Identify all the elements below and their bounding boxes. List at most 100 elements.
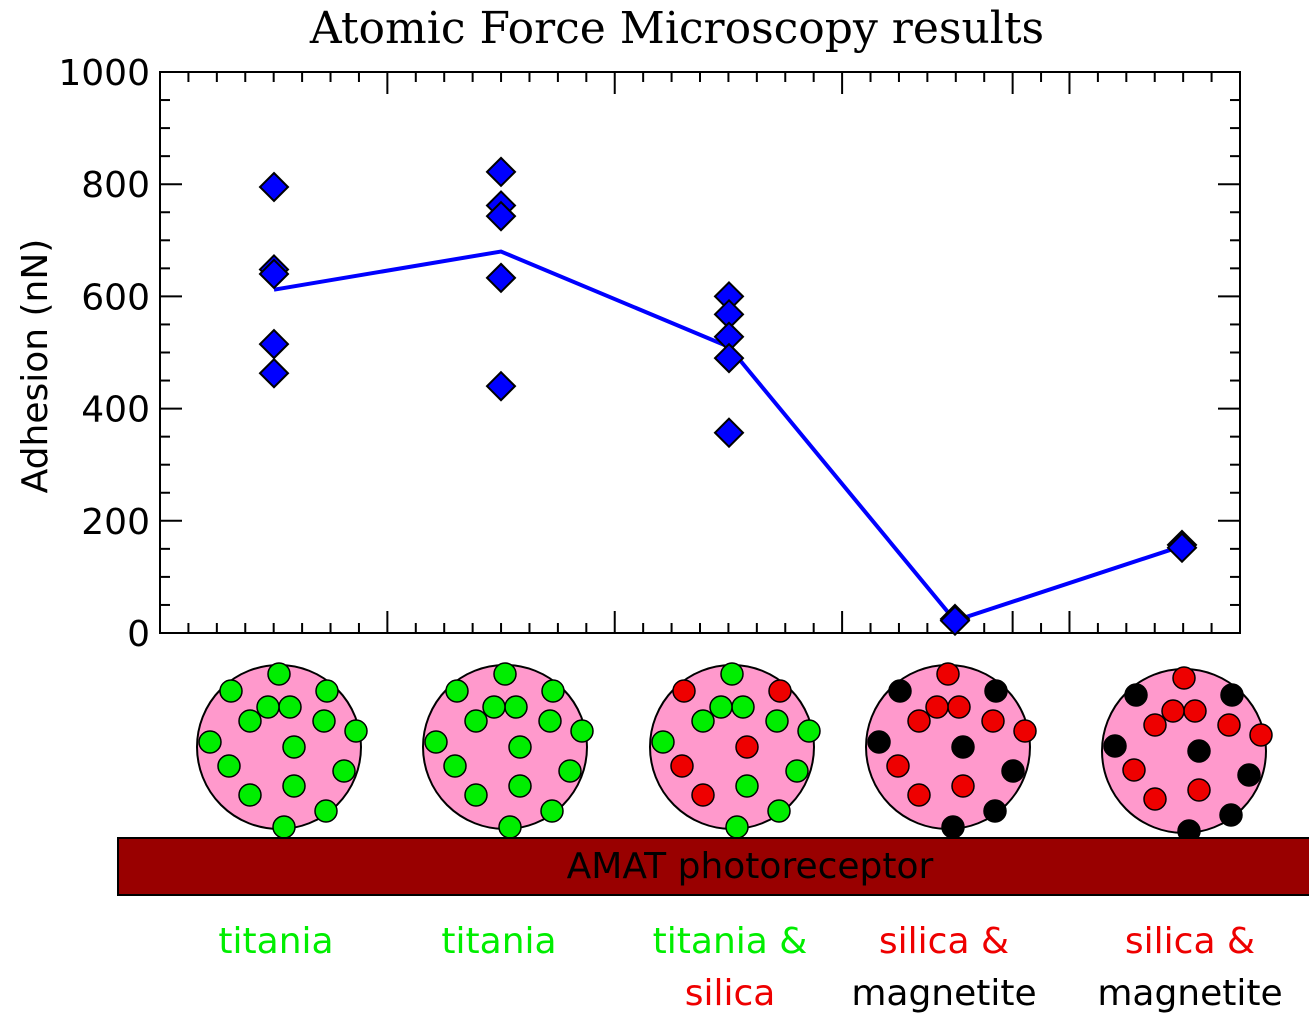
data-point-diamond [485,156,517,188]
surface-nanoparticle [198,730,222,754]
category-label: magnetite [1097,973,1282,1013]
surface-nanoparticle [709,695,733,719]
surface-nanoparticle [445,679,469,703]
surface-nanoparticle [238,783,262,807]
particle-3 [649,662,821,839]
data-point-diamond [258,258,290,290]
surface-nanoparticle [538,709,562,733]
surface-nanoparticle [672,679,696,703]
surface-nanoparticle [1161,699,1185,723]
data-point-diamond [485,200,517,232]
category-label: titania & [653,921,808,962]
chart-title: Atomic Force Microscopy results [309,3,1044,54]
y-tick-label: 400 [81,390,150,431]
surface-nanoparticle [886,754,910,778]
data-point-diamond [939,605,971,637]
surface-nanoparticle [725,815,749,839]
surface-nanoparticle [272,815,296,839]
surface-nanoparticle [735,735,759,759]
surface-nanoparticle [720,662,744,686]
surface-nanoparticle [983,799,1007,823]
surface-nanoparticle [785,759,809,783]
data-point-diamond [258,357,290,389]
surface-nanoparticle [951,735,975,759]
surface-nanoparticle [315,679,339,703]
surface-nanoparticle [508,774,532,798]
surface-nanoparticle [691,709,715,733]
surface-nanoparticle [867,730,891,754]
surface-nanoparticle [1219,803,1243,827]
surface-nanoparticle [670,754,694,778]
surface-nanoparticle [504,695,528,719]
surface-nanoparticle [443,754,467,778]
surface-nanoparticle [282,774,306,798]
plot-frame [159,71,1241,634]
plot-axes: 0 200 400 600 800 1000 [58,53,1241,655]
surface-nanoparticle [925,695,949,719]
surface-nanoparticle [344,719,368,743]
surface-nanoparticle [1217,713,1241,737]
surface-nanoparticle [278,695,302,719]
data-point-diamond [713,342,745,374]
data-point-diamond [258,171,290,203]
photoreceptor-bar [117,837,1309,896]
surface-nanoparticle [984,679,1008,703]
surface-nanoparticle [941,815,965,839]
category-label: titania [218,921,333,962]
photoreceptor-label: AMAT photoreceptor [567,846,934,887]
particle-illustrations [196,662,1273,843]
y-axis-label: Adhesion (nN) [15,239,56,494]
surface-nanoparticle [1249,723,1273,747]
surface-nanoparticle [981,709,1005,733]
surface-nanoparticle [464,709,488,733]
data-points [258,156,1198,637]
surface-nanoparticle [541,679,565,703]
data-point-diamond [1166,532,1198,564]
surface-nanoparticle [1183,699,1207,723]
surface-nanoparticle [731,695,755,719]
surface-nanoparticle [735,774,759,798]
category-label: silica [685,973,776,1013]
surface-nanoparticle [936,662,960,686]
surface-nanoparticle [267,662,291,686]
y-tick-label: 1000 [58,53,150,94]
surface-nanoparticle [482,695,506,719]
surface-nanoparticle [238,709,262,733]
y-tick-label: 200 [81,502,150,543]
surface-nanoparticle [314,799,338,823]
surface-nanoparticle [464,783,488,807]
surface-nanoparticle [508,735,532,759]
surface-nanoparticle [540,799,564,823]
category-labels: titania titania titania & silica silica & mag… [218,921,1282,1013]
surface-nanoparticle [907,783,931,807]
surface-nanoparticle [797,719,821,743]
particle-2 [422,662,594,839]
surface-nanoparticle [1124,683,1148,707]
surface-nanoparticle [424,730,448,754]
surface-nanoparticle [217,754,241,778]
category-label: silica & [879,921,1009,962]
surface-nanoparticle [219,679,243,703]
surface-nanoparticle [1187,778,1211,802]
surface-nanoparticle [312,709,336,733]
surface-nanoparticle [888,679,912,703]
surface-nanoparticle [493,662,517,686]
surface-nanoparticle [651,730,675,754]
surface-nanoparticle [332,759,356,783]
data-point-diamond [713,417,745,449]
surface-nanoparticle [282,735,306,759]
surface-nanoparticle [1172,666,1196,690]
surface-nanoparticle [951,774,975,798]
y-tick-label: 0 [127,614,150,655]
surface-nanoparticle [1103,734,1127,758]
particle-5 [1101,666,1273,843]
surface-nanoparticle [768,679,792,703]
y-tick-label: 600 [81,277,150,318]
data-point-diamond [485,262,517,294]
surface-nanoparticle [765,709,789,733]
surface-nanoparticle [558,759,582,783]
data-point-diamond [258,328,290,360]
surface-nanoparticle [1187,739,1211,763]
surface-nanoparticle [947,695,971,719]
